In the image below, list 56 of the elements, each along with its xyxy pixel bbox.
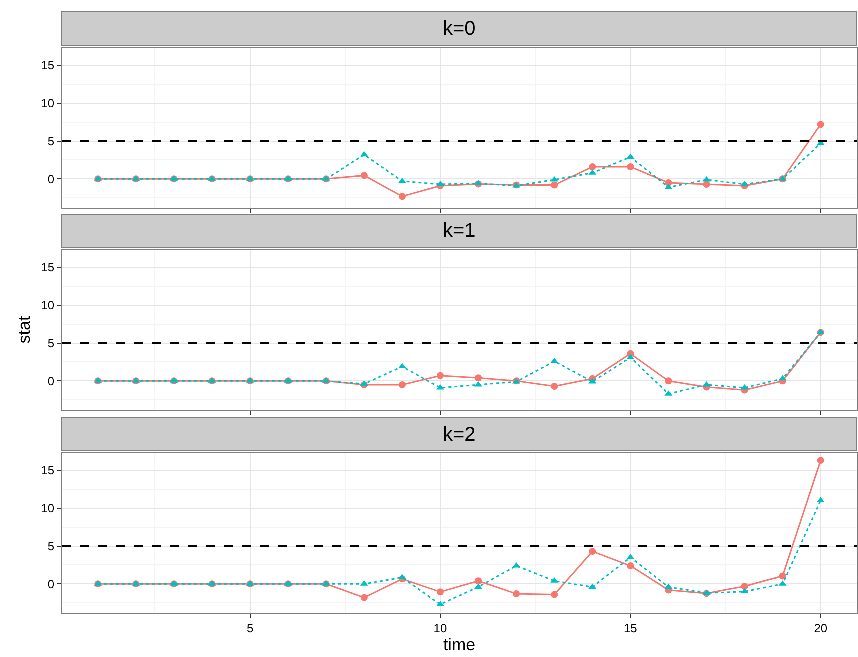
x-tick-label: 10 <box>434 621 448 636</box>
y-tick-label: 15 <box>41 464 55 478</box>
y-tick-label: 10 <box>41 96 55 111</box>
point <box>779 572 786 580</box>
point <box>817 457 824 464</box>
point <box>702 176 711 182</box>
chart-title: k=2 <box>443 424 476 446</box>
point <box>550 358 559 364</box>
point <box>740 180 749 186</box>
point <box>665 378 672 385</box>
y-axis-title: stat <box>14 316 34 344</box>
y-tick-label: 15 <box>41 260 55 275</box>
point <box>398 178 406 184</box>
point <box>360 594 368 602</box>
y-tick-label: 0 <box>48 577 55 592</box>
y-tick-label: 0 <box>48 172 55 186</box>
y-tick-label: 5 <box>48 336 55 350</box>
x-tick-label: 5 <box>246 621 254 636</box>
point <box>778 375 787 381</box>
point <box>740 588 749 594</box>
point <box>551 382 558 390</box>
point <box>436 372 444 380</box>
chart-title: k=1 <box>443 220 476 242</box>
point <box>703 180 710 188</box>
point <box>702 381 711 387</box>
y-tick-label: 0 <box>48 374 55 388</box>
point <box>512 562 521 568</box>
point <box>360 172 368 180</box>
point <box>588 378 597 384</box>
point <box>817 121 824 128</box>
point <box>360 151 368 157</box>
point <box>627 562 634 570</box>
point <box>475 578 482 585</box>
x-tick-label: 20 <box>814 621 828 636</box>
point <box>741 582 748 590</box>
y-tick-label: 5 <box>48 134 55 148</box>
y-tick-label: 5 <box>48 539 55 554</box>
y-tick-label: 15 <box>41 58 55 73</box>
point <box>398 193 406 200</box>
point <box>551 591 558 598</box>
point <box>398 363 406 369</box>
chart-title: k=0 <box>443 18 476 40</box>
y-tick-label: 10 <box>41 298 55 313</box>
point <box>398 381 406 388</box>
point <box>627 164 634 171</box>
point <box>513 590 520 598</box>
point <box>589 548 596 556</box>
point <box>589 164 596 171</box>
x-axis-title: time <box>443 635 476 654</box>
y-tick-label: 10 <box>41 502 55 516</box>
point <box>436 588 444 596</box>
point <box>475 374 482 382</box>
point <box>550 176 559 182</box>
point <box>551 182 558 189</box>
point <box>816 497 825 503</box>
x-tick-label: 15 <box>624 621 638 636</box>
